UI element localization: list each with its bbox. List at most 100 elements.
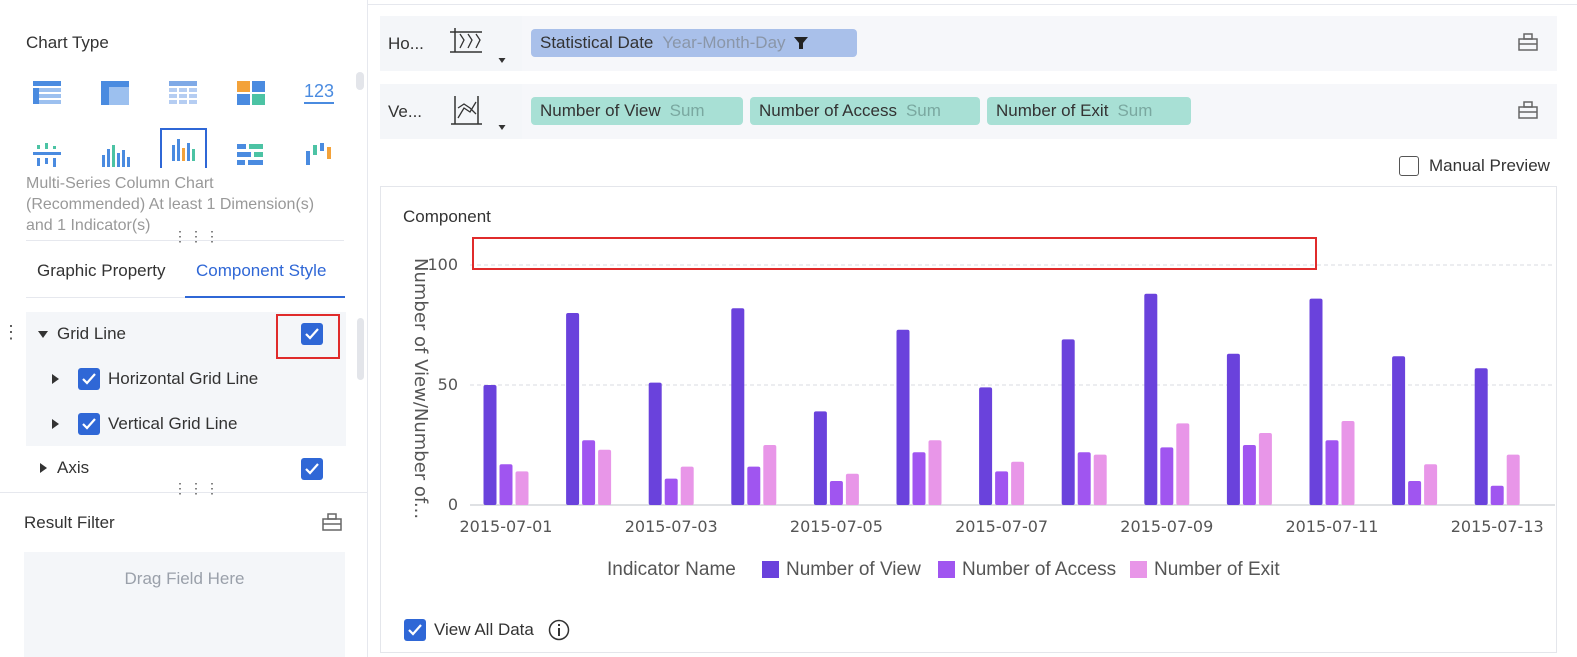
x-tick-label: 2015-07-01 (460, 517, 553, 536)
x-tick-label: 2015-07-05 (790, 517, 883, 536)
pill-name: Number of Access (759, 101, 897, 120)
manual-preview-checkbox[interactable] (1399, 156, 1419, 176)
bar-number-of-access (747, 466, 761, 505)
legend-swatch-exit (1130, 561, 1147, 578)
vertical-axis-label: Ve... (388, 102, 423, 121)
bar-number-of-exit (680, 466, 694, 505)
resize-handle-bottom[interactable]: ⋮⋮⋮ (173, 480, 221, 496)
checkmark-icon (408, 624, 422, 636)
checkmark-icon (82, 418, 96, 430)
y-axis-label: Number of View/Number of... (410, 258, 431, 519)
dropdown-arrow-icon[interactable] (498, 58, 506, 63)
bar-number-of-exit (845, 473, 859, 505)
bar-number-of-exit (1341, 421, 1355, 505)
horizontal-axis-slot (380, 16, 522, 71)
bar-number-of-view (896, 329, 910, 505)
horizontal-axis-label: Ho... (388, 34, 424, 53)
tab-component-style[interactable]: Component Style (196, 261, 327, 280)
legend-item-access[interactable]: Number of Access (962, 559, 1117, 580)
bar-number-of-view (1061, 339, 1075, 505)
vertical-grid-line-checkbox[interactable] (78, 413, 100, 435)
horizontal-axis-icon[interactable] (450, 26, 484, 63)
statistical-date-pill[interactable]: Statistical Date Year-Month-Day (531, 29, 857, 57)
filter-drop-zone[interactable] (24, 552, 345, 657)
checkmark-icon (305, 328, 319, 340)
bar-number-of-access (1242, 445, 1256, 505)
pill-name: Number of Exit (996, 101, 1109, 120)
grouped-column-icon[interactable] (95, 137, 135, 173)
y-tick-label: 0 (448, 495, 458, 514)
horizontal-grid-line-label: Horizontal Grid Line (108, 369, 259, 388)
field-settings-icon[interactable] (1518, 101, 1538, 124)
dashboard-icon[interactable] (231, 75, 271, 111)
number-of-access-pill[interactable]: Number of Access Sum (750, 97, 980, 125)
style-scrollbar[interactable] (357, 318, 364, 380)
expand-triangle-icon[interactable] (52, 419, 59, 429)
bar-number-of-view (1144, 293, 1158, 505)
axis-label: Axis (57, 458, 90, 477)
drag-handle[interactable]: ⋮ (2, 322, 22, 342)
number-of-view-pill[interactable]: Number of View Sum (531, 97, 743, 125)
bar-number-of-exit (598, 449, 612, 505)
scatter-column-icon[interactable] (27, 137, 67, 173)
detail-table-icon[interactable] (163, 75, 203, 111)
legend-item-exit[interactable]: Number of Exit (1154, 559, 1280, 580)
table-icon[interactable] (27, 75, 67, 111)
drag-placeholder: Drag Field Here (124, 569, 245, 588)
multi-series-column-icon[interactable] (160, 128, 207, 168)
bar-number-of-access (1160, 447, 1174, 505)
bar-chart-icon[interactable] (231, 137, 271, 173)
legend-swatch-view (762, 561, 779, 578)
bar-number-of-view (979, 387, 993, 505)
field-settings-icon[interactable] (322, 513, 342, 536)
kpi-number-icon[interactable]: 123 (299, 75, 339, 111)
x-tick-label: 2015-07-03 (625, 517, 718, 536)
dropdown-arrow-icon[interactable] (498, 125, 506, 130)
waterfall-icon[interactable] (299, 137, 339, 173)
x-tick-label: 2015-07-09 (1120, 517, 1213, 536)
chart-type-title: Chart Type (26, 33, 109, 52)
horizontal-grid-line-checkbox[interactable] (78, 368, 100, 390)
bar-number-of-access (1490, 485, 1504, 505)
grid-line-checkbox[interactable] (301, 323, 323, 345)
pill-name: Number of View (540, 101, 661, 120)
expand-triangle-icon[interactable] (40, 463, 47, 473)
crosstab-icon[interactable] (95, 75, 135, 111)
component-title: Component (403, 207, 491, 226)
collapse-triangle-icon[interactable] (38, 331, 48, 338)
legend-item-view[interactable]: Number of View (786, 559, 921, 580)
bar-number-of-exit (1011, 461, 1025, 505)
x-tick-label: 2015-07-11 (1286, 517, 1379, 536)
view-all-data-label: View All Data (434, 620, 534, 639)
tab-graphic-property[interactable]: Graphic Property (37, 261, 166, 280)
vertical-axis-icon[interactable] (450, 94, 484, 133)
pill-sub: Year-Month-Day (662, 33, 786, 52)
field-settings-icon[interactable] (1518, 33, 1538, 56)
bar-number-of-access (912, 452, 926, 505)
bar-number-of-access (664, 478, 678, 505)
y-tick-label: 50 (438, 375, 458, 394)
bar-number-of-view (566, 313, 580, 505)
icon-grid-scrollbar[interactable] (356, 72, 364, 90)
number-of-exit-pill[interactable]: Number of Exit Sum (987, 97, 1191, 125)
bar-number-of-exit (1176, 423, 1190, 505)
resize-handle-top[interactable]: ⋮⋮⋮ (173, 228, 221, 244)
checkmark-icon (82, 373, 96, 385)
tab-active-indicator (185, 296, 345, 298)
bar-number-of-view (1309, 298, 1323, 505)
bar-number-of-access (582, 440, 596, 505)
left-panel: Chart Type 123 Multi-Series Column Chart… (0, 0, 368, 657)
pill-sub: Sum (1117, 101, 1153, 120)
expand-triangle-icon[interactable] (52, 374, 59, 384)
bar-number-of-exit (763, 445, 777, 505)
highlight-box-gridline (472, 237, 1317, 270)
bar-number-of-view (1474, 368, 1488, 505)
chart-description: Multi-Series Column Chart (Recommended) … (26, 175, 315, 234)
pill-name: Statistical Date (540, 33, 654, 52)
info-icon[interactable] (548, 619, 570, 646)
axis-checkbox[interactable] (301, 458, 323, 480)
grid-line-label: Grid Line (57, 324, 126, 343)
view-all-data-checkbox[interactable] (404, 619, 426, 641)
bar-number-of-exit (1093, 454, 1107, 505)
x-tick-label: 2015-07-07 (955, 517, 1048, 536)
